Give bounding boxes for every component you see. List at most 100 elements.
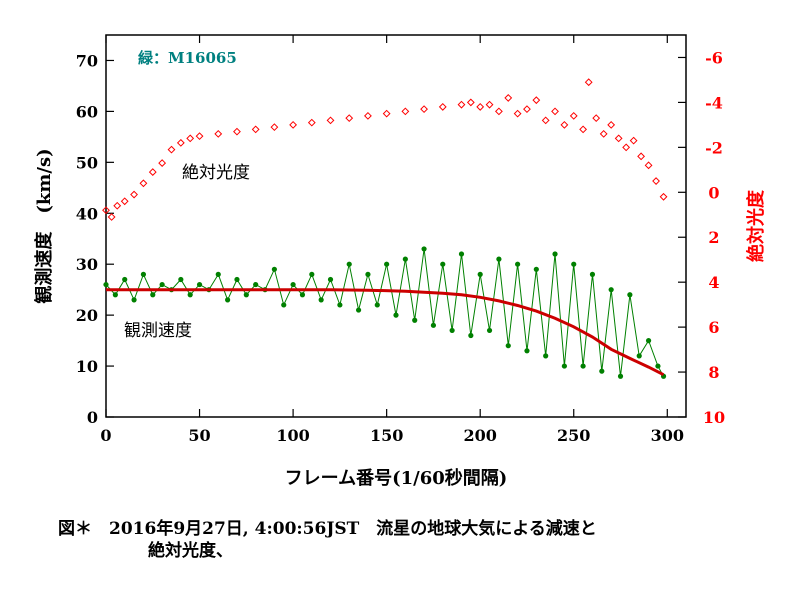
magnitude-point — [214, 129, 223, 138]
magnitude-point — [158, 159, 167, 167]
velocity-point — [412, 317, 418, 323]
magnitude-point — [139, 179, 148, 188]
velocity-point — [112, 292, 118, 298]
velocity-point — [515, 261, 521, 267]
velocity-point — [178, 276, 184, 283]
magnitude-point — [326, 116, 335, 125]
velocity-point — [271, 266, 277, 272]
magnitude-point — [113, 201, 122, 210]
velocity-point — [140, 271, 147, 277]
velocity-point — [355, 307, 362, 313]
velocity-point — [505, 343, 511, 349]
magnitude-point — [233, 127, 241, 136]
magnitude-point — [148, 168, 157, 176]
magnitude-point — [120, 197, 129, 206]
magnitude-point — [592, 114, 601, 123]
y-tick-label-right: 4 — [708, 273, 719, 292]
magnitude-point — [551, 107, 559, 116]
chart: 0 50 100 150 200 250 300 0 10 20 30 40 50 60 70 -6 -4 -2 0… — [33, 34, 767, 489]
meteor-annotation: 緑：M16065 — [138, 49, 237, 67]
magnitude-point — [167, 145, 176, 154]
magnitude-point — [579, 125, 588, 134]
y-tick-label-left: 70 — [76, 51, 98, 70]
magnitude-point — [637, 152, 646, 161]
velocity-point — [150, 292, 156, 298]
magnitude-point — [652, 177, 660, 185]
figure-caption: 図＊ 2016年9月27日, 4:00:56JST 流星の地球大気による減速と … — [58, 518, 597, 562]
velocity-point — [225, 297, 231, 303]
velocity-point — [608, 287, 614, 293]
x-tick-label: 250 — [557, 426, 590, 445]
velocity-point — [346, 261, 352, 267]
velocity-point — [599, 368, 605, 374]
velocity-series-label: 観測速度 — [124, 321, 192, 341]
magnitude-point — [176, 138, 185, 147]
velocity-point — [384, 261, 390, 267]
velocity-point — [655, 363, 661, 369]
magnitude-point — [270, 123, 279, 132]
velocity-point — [215, 271, 221, 277]
y-axis-label-right: 絶対光度 — [745, 189, 767, 262]
y-tick-label-right: 6 — [708, 318, 719, 337]
magnitude-point — [599, 129, 608, 138]
velocity-point — [253, 281, 259, 288]
x-tick-label: 300 — [651, 426, 684, 445]
magnitude-point — [438, 102, 447, 111]
velocity-point — [234, 276, 240, 283]
magnitude-point — [659, 192, 668, 201]
y-tick-label-left: 10 — [76, 357, 98, 376]
velocity-point — [440, 261, 446, 267]
y-tick-label-right: -4 — [705, 93, 723, 112]
velocity-point — [589, 271, 596, 277]
velocity-fit-line — [106, 288, 665, 377]
y-tick-label-left: 40 — [76, 204, 98, 223]
magnitude-point — [466, 98, 475, 107]
y-tick-label-right: 2 — [708, 228, 719, 247]
velocity-point — [421, 246, 427, 252]
velocity-point — [318, 297, 324, 303]
magnitude-point — [186, 134, 195, 143]
x-tick-label: 200 — [463, 426, 496, 445]
x-tick-label: 0 — [100, 426, 111, 445]
magnitude-point — [607, 120, 616, 129]
magnitude-point — [289, 120, 298, 129]
plot-frame — [105, 34, 687, 418]
velocity-point — [571, 261, 577, 267]
magnitude-point — [251, 125, 260, 134]
velocity-point — [365, 271, 371, 277]
velocity-point — [337, 302, 343, 308]
y-axis-label-left: 観測速度 (km/s) — [33, 148, 55, 303]
y-tick-label-right: -2 — [705, 138, 723, 157]
velocity-point — [309, 271, 315, 277]
magnitude-point — [584, 78, 593, 87]
magnitude-point — [107, 213, 116, 221]
magnitude-point — [364, 111, 372, 120]
velocity-point — [131, 297, 137, 303]
velocity-point — [402, 256, 408, 262]
magnitude-point — [644, 161, 653, 170]
ticks: 0 50 100 150 200 250 300 0 10 20 30 40 50 60 70 -6 -4 -2 0… — [76, 35, 725, 445]
velocity-point — [196, 281, 203, 288]
velocity-point — [486, 327, 493, 334]
magnitude-point — [504, 94, 513, 102]
velocity-point — [524, 348, 530, 354]
magnitude-point — [485, 100, 494, 109]
velocity-point — [617, 373, 624, 379]
velocity-point — [243, 292, 249, 298]
velocity-point — [430, 322, 437, 328]
x-tick-label: 150 — [370, 426, 403, 445]
magnitude-point — [614, 134, 623, 143]
magnitude-point — [622, 143, 631, 152]
velocity-point — [468, 332, 474, 339]
velocity-point — [580, 363, 586, 369]
magnitude-point — [382, 109, 391, 118]
velocity-point — [103, 281, 109, 288]
magnitude-point — [130, 190, 138, 199]
velocity-point — [645, 338, 652, 344]
y-tick-label-right: -6 — [705, 48, 723, 67]
magnitude-point — [457, 100, 466, 109]
caption-line-1: 図＊ 2016年9月27日, 4:00:56JST 流星の地球大気による減速と — [58, 519, 597, 539]
velocity-point — [299, 292, 306, 298]
magnitude-point — [102, 206, 110, 215]
magnitude-point — [523, 105, 531, 114]
